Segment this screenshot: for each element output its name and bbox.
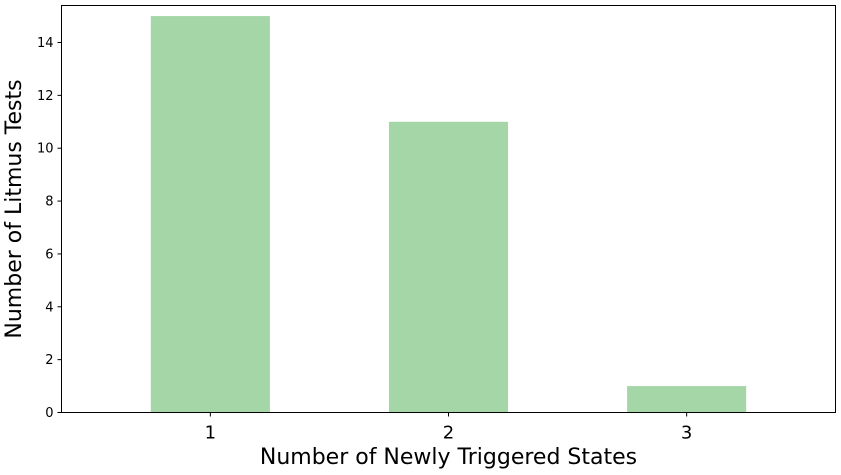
bar-2 [388,121,509,413]
y-tick-label: 6 [45,247,53,262]
y-tick-label: 0 [45,406,53,421]
x-axis-label: Number of Newly Triggered States [260,445,637,470]
y-tick-label: 4 [45,300,53,315]
y-tick-label: 10 [37,142,54,157]
bars-group [150,16,747,413]
y-tick-label: 12 [37,89,54,104]
bar-3 [627,386,747,413]
x-tick-label: 3 [681,423,692,444]
x-axis-ticks: 1 2 3 [205,412,692,444]
x-tick-label: 1 [205,423,216,444]
bar-1 [150,16,270,413]
y-tick-label: 2 [45,353,53,368]
x-tick-label: 2 [443,423,454,444]
y-axis-ticks: 0 2 4 6 8 10 12 14 [37,36,62,421]
y-tick-label: 14 [37,36,54,51]
y-axis-label: Number of Litmus Tests [2,79,27,338]
y-tick-label: 8 [45,195,53,210]
